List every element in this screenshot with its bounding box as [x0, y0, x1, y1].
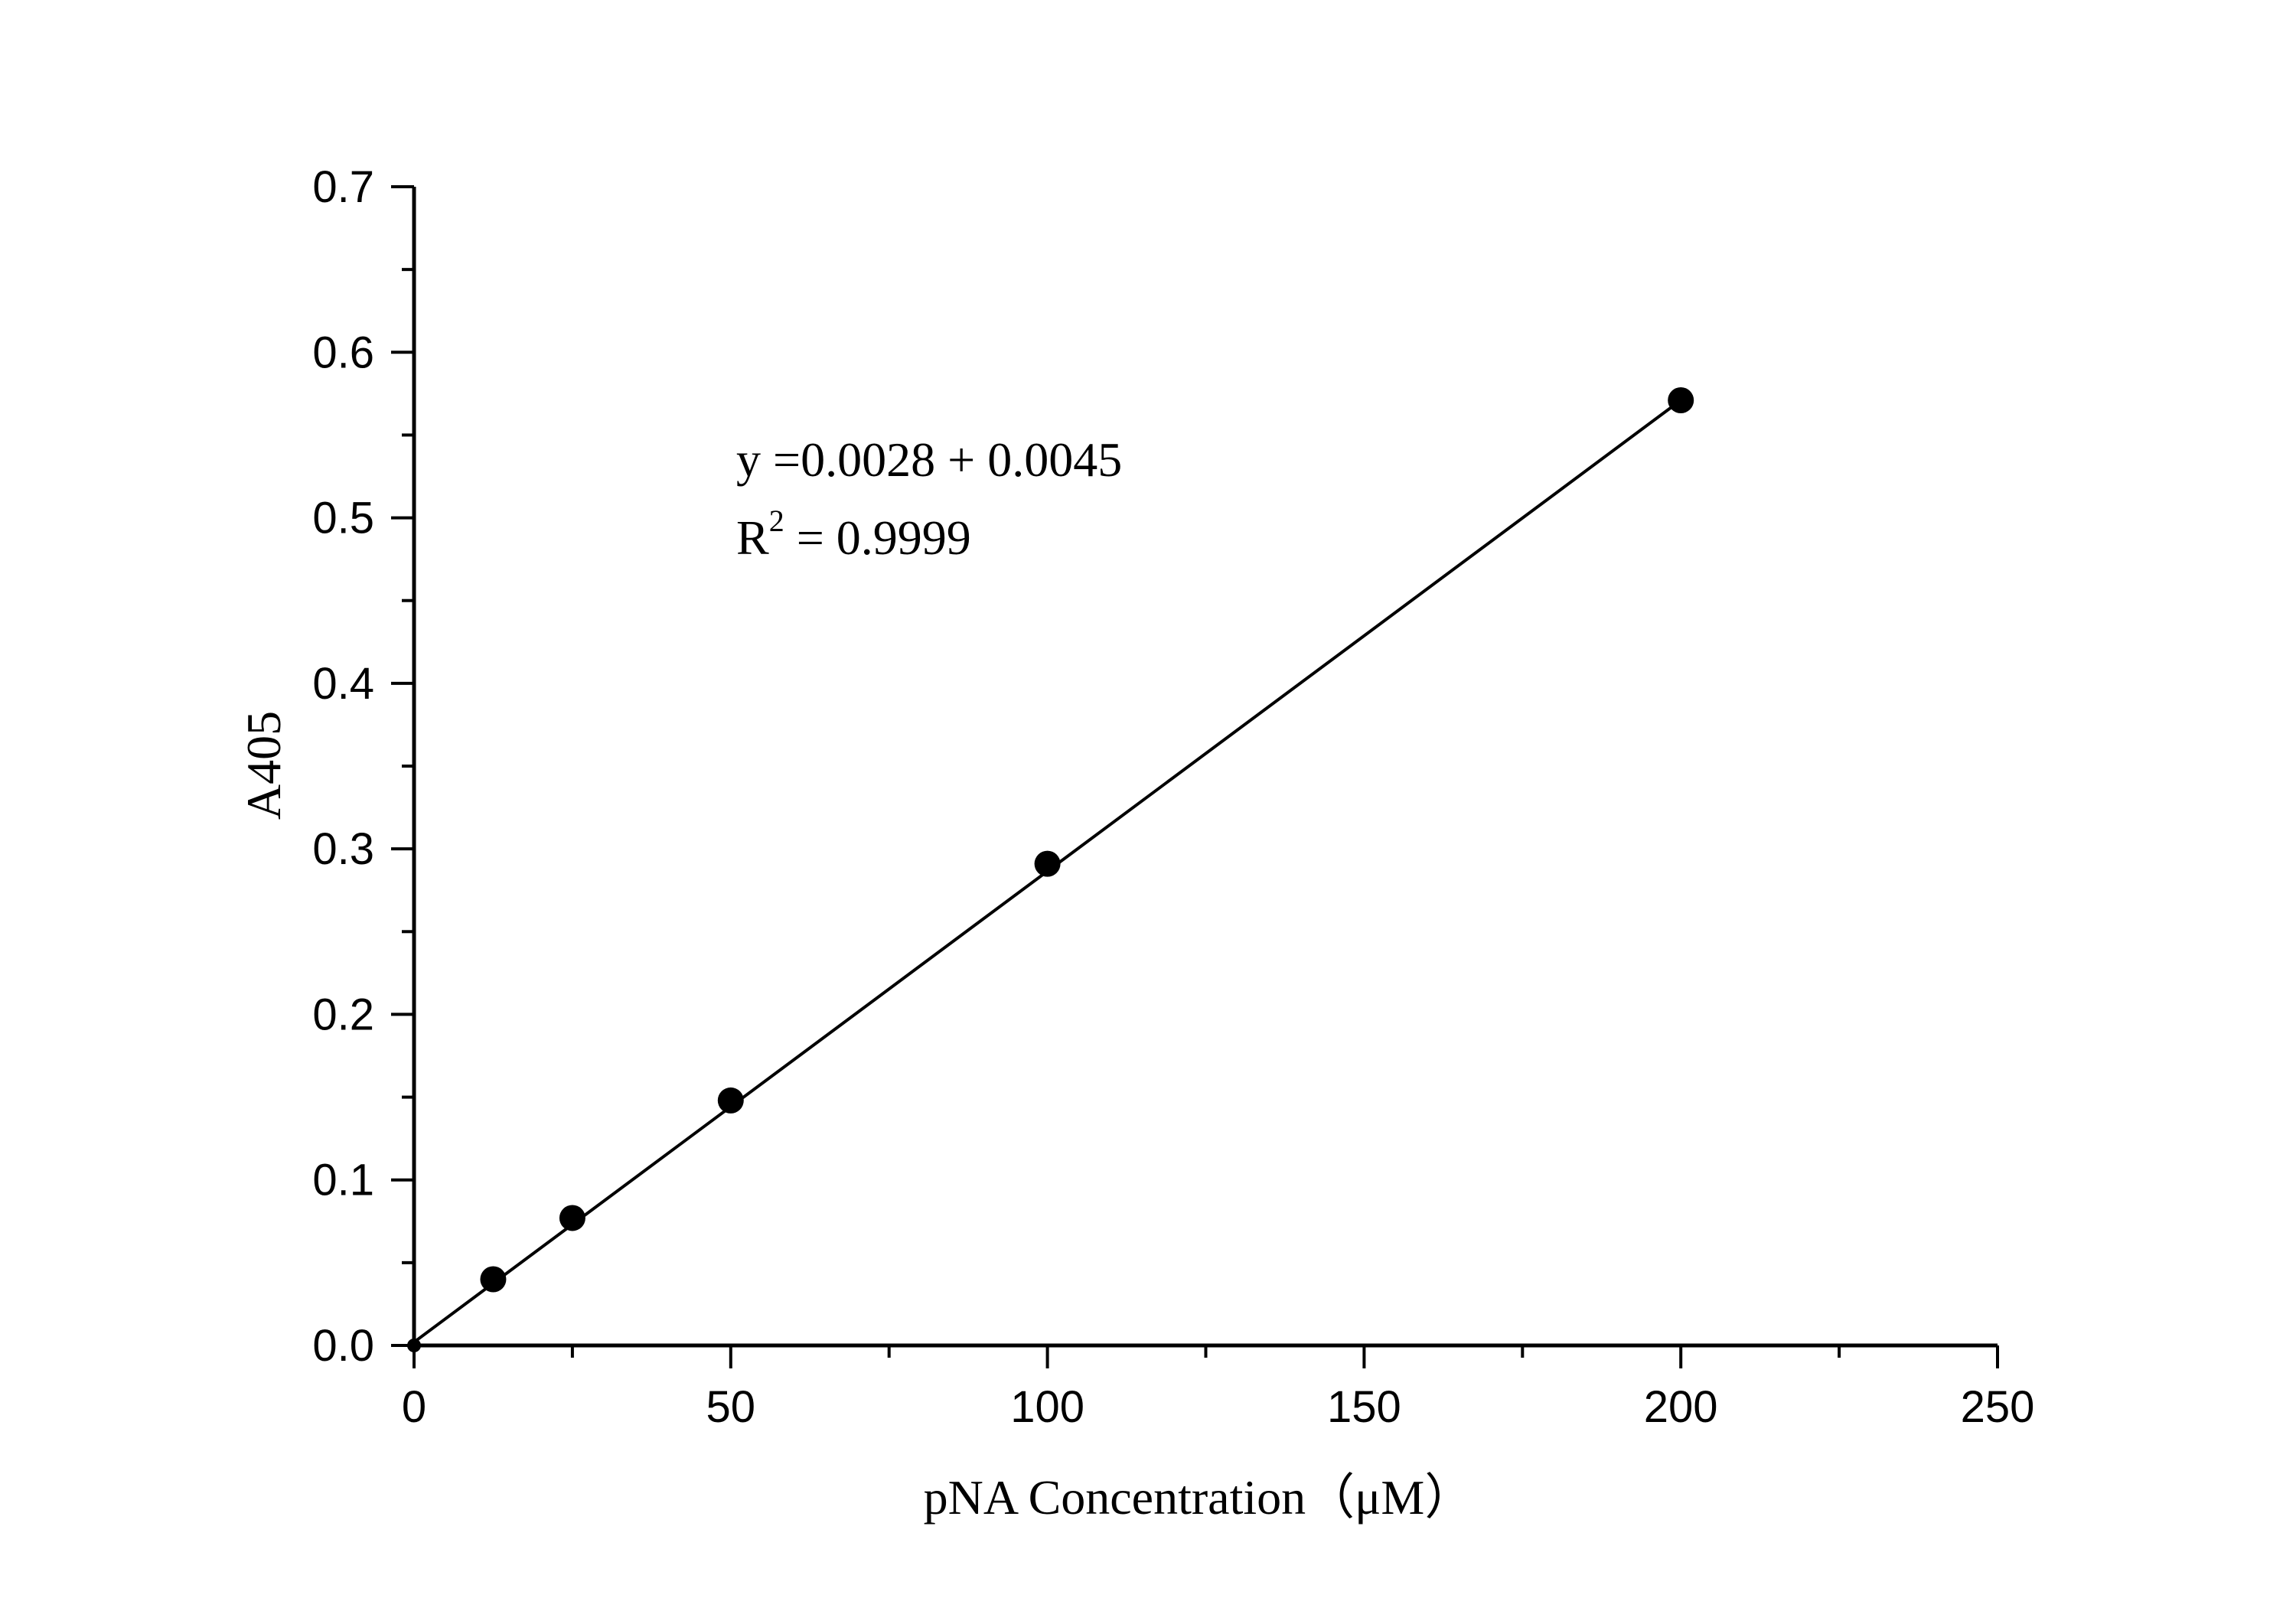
r-squared-value: = 0.9999 — [784, 510, 971, 565]
x-tick-label: 200 — [1644, 1382, 1718, 1432]
data-point — [1034, 850, 1061, 877]
y-tick-label: 0.2 — [312, 990, 374, 1039]
r-squared-superscript: 2 — [769, 504, 784, 538]
data-points-group — [407, 387, 1694, 1352]
y-tick-label: 0.0 — [312, 1321, 374, 1371]
y-tick-label: 0.3 — [312, 824, 374, 874]
y-tick-label: 0.6 — [312, 328, 374, 377]
x-tick-label: 250 — [1961, 1382, 2035, 1432]
x-tick-label: 100 — [1010, 1382, 1084, 1432]
data-point — [407, 1339, 421, 1352]
r-squared: R2 = 0.9999 — [736, 504, 971, 565]
data-point — [1668, 387, 1694, 414]
x-tick-label: 0 — [402, 1382, 426, 1432]
y-tick-label: 0.5 — [312, 494, 374, 543]
data-point — [480, 1266, 507, 1293]
axes: 0.0 0.1 0.2 0.3 0.4 0.5 0.6 0.7 0 50 100 150 200 250 — [312, 162, 2034, 1432]
x-axis-label: pNA Concentration（μM） — [924, 1470, 1474, 1525]
fit-equation: y =0.0028 + 0.0045 — [736, 432, 1122, 487]
x-tick-label: 50 — [706, 1382, 756, 1432]
data-point — [559, 1205, 585, 1231]
y-tick-label: 0.4 — [312, 659, 374, 709]
x-tick-label: 150 — [1327, 1382, 1401, 1432]
data-point — [717, 1087, 744, 1114]
y-tick-label: 0.1 — [312, 1156, 374, 1205]
y-tick-label: 0.7 — [312, 162, 374, 212]
y-axis-label: A405 — [236, 711, 291, 820]
r-squared-prefix: R — [736, 510, 769, 565]
